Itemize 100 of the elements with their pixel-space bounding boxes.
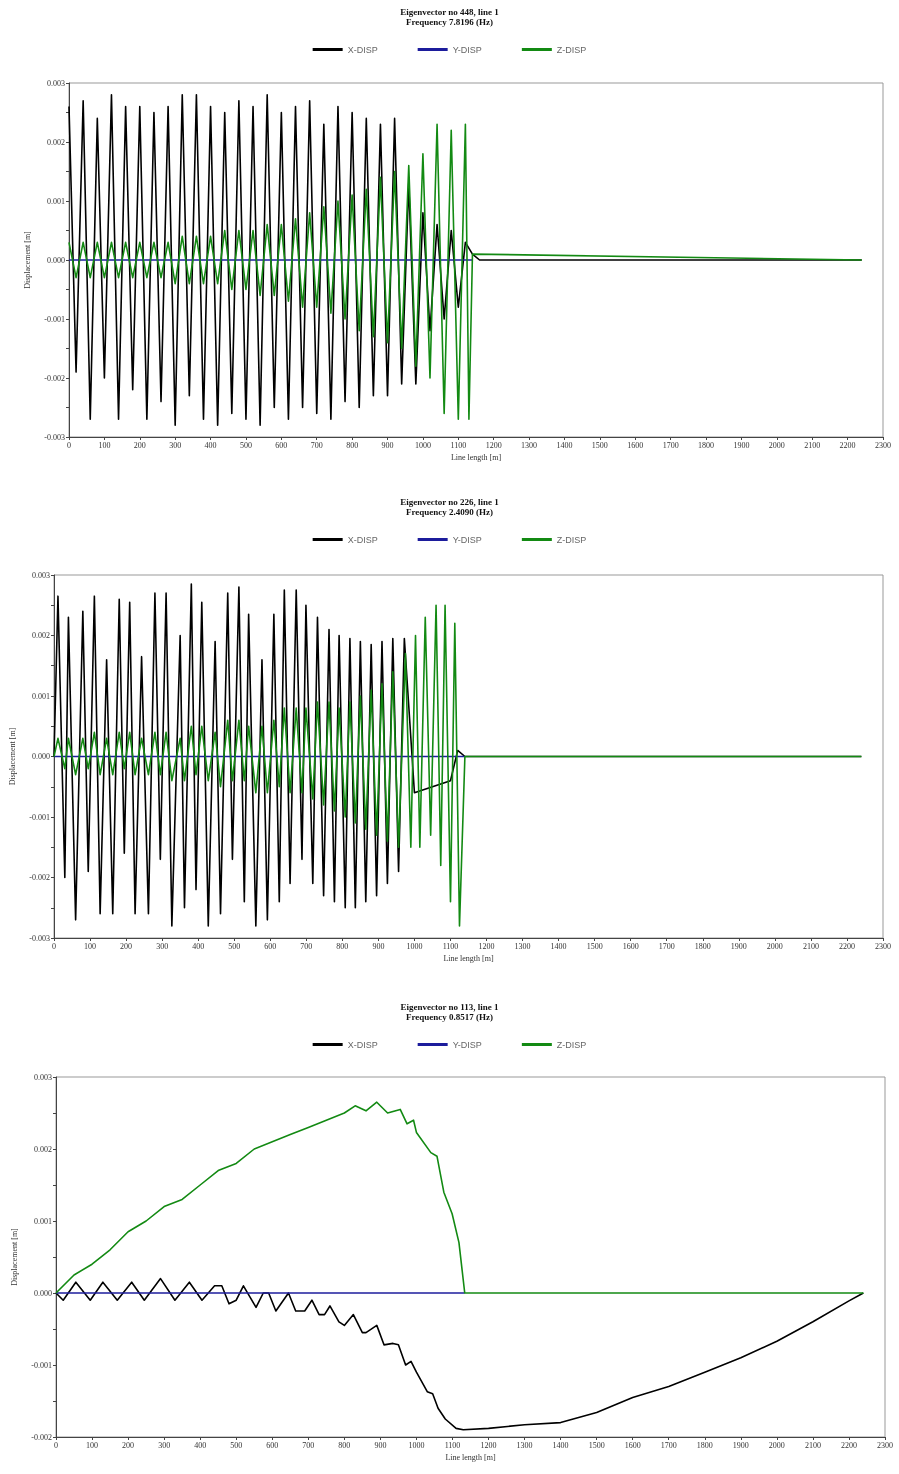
x-tick-label: 2300 bbox=[875, 440, 891, 450]
x-tick-label: 700 bbox=[310, 440, 323, 450]
x-tick-label: 1500 bbox=[588, 1440, 605, 1450]
x-tick-label: 1300 bbox=[516, 1440, 533, 1450]
x-tick-label: 1200 bbox=[485, 440, 502, 450]
y-tick-label: 0.002 bbox=[32, 631, 50, 640]
x-tick-label: 1000 bbox=[406, 941, 423, 951]
chart-subtitle: Frequency 2.4090 (Hz) bbox=[405, 506, 494, 517]
x-tick-label: 2000 bbox=[768, 440, 785, 450]
x-tick-label: 1800 bbox=[694, 941, 711, 951]
y-tick-label: 0.001 bbox=[32, 691, 50, 701]
x-tick-label: 400 bbox=[204, 440, 217, 450]
x-tick-label: 200 bbox=[120, 941, 133, 951]
x-tick-label: 1600 bbox=[624, 1440, 641, 1450]
y-tick-label: 0.003 bbox=[34, 1072, 52, 1082]
x-tick-label: 2000 bbox=[768, 1440, 785, 1450]
y-tick-label: 0.003 bbox=[47, 78, 65, 88]
x-tick-label: 2100 bbox=[802, 941, 819, 951]
y-tick-label: -0.001 bbox=[29, 812, 50, 822]
x-tick-label: 700 bbox=[300, 941, 313, 951]
x-axis-title: Line length [m] bbox=[443, 954, 494, 964]
x-tick-label: 2300 bbox=[875, 941, 891, 951]
x-tick-label: 1400 bbox=[552, 1440, 569, 1450]
legend-label: Y-DISP bbox=[452, 534, 482, 545]
x-tick-label: 800 bbox=[346, 440, 359, 450]
x-tick-label: 1500 bbox=[591, 440, 608, 450]
y-axis-title: Displacement [m] bbox=[7, 727, 17, 786]
y-tick-label: 0.000 bbox=[34, 1288, 52, 1298]
line-series bbox=[55, 1277, 865, 1431]
x-tick-label: 2200 bbox=[839, 440, 856, 450]
x-tick-label: 1000 bbox=[414, 440, 431, 450]
x-tick-label: 400 bbox=[194, 1440, 207, 1450]
x-tick-label: 600 bbox=[264, 941, 277, 951]
y-tick-label: -0.001 bbox=[31, 1360, 52, 1370]
x-tick-label: 1500 bbox=[586, 941, 603, 951]
x-tick-label: 1100 bbox=[442, 941, 459, 951]
y-axis-title: Displacement [m] bbox=[9, 1227, 19, 1286]
y-tick-label: 0.001 bbox=[47, 196, 65, 206]
x-tick-label: 900 bbox=[372, 941, 385, 951]
x-tick-label: 2100 bbox=[804, 1440, 821, 1450]
x-tick-label: 2100 bbox=[804, 440, 821, 450]
x-tick-label: 1700 bbox=[658, 941, 675, 951]
chart-title: Eigenvector no 448, line 1 bbox=[400, 6, 500, 17]
x-tick-label: 1900 bbox=[730, 941, 747, 951]
y-axis-title: Displacement [m] bbox=[22, 230, 32, 289]
legend-label: Z-DISP bbox=[556, 1039, 587, 1050]
x-tick-label: 500 bbox=[228, 941, 241, 951]
y-tick-label: 0.002 bbox=[34, 1144, 52, 1154]
legend-label: Y-DISP bbox=[452, 1039, 482, 1050]
x-tick-label: 1900 bbox=[732, 1440, 749, 1450]
x-tick-label: 500 bbox=[230, 1440, 243, 1450]
x-tick-label: 1000 bbox=[408, 1440, 425, 1450]
chart-title: Eigenvector no 226, line 1 bbox=[400, 496, 500, 507]
x-tick-label: 0 bbox=[52, 941, 56, 951]
y-tick-label: 0.000 bbox=[47, 255, 65, 265]
x-tick-label: 1700 bbox=[660, 1440, 677, 1450]
x-tick-label: 0 bbox=[67, 440, 71, 450]
x-tick-label: 300 bbox=[156, 941, 169, 951]
x-tick-label: 600 bbox=[275, 440, 288, 450]
x-tick-label: 100 bbox=[98, 440, 111, 450]
x-tick-label: 800 bbox=[336, 941, 349, 951]
x-tick-label: 1800 bbox=[696, 1440, 713, 1450]
x-tick-label: 1200 bbox=[478, 941, 495, 951]
legend-label: X-DISP bbox=[347, 534, 378, 545]
x-tick-label: 1200 bbox=[480, 1440, 497, 1450]
x-tick-label: 1100 bbox=[450, 440, 467, 450]
x-tick-label: 900 bbox=[381, 440, 394, 450]
legend-label: Y-DISP bbox=[452, 44, 482, 55]
x-tick-label: 1300 bbox=[514, 941, 531, 951]
x-tick-label: 1300 bbox=[521, 440, 538, 450]
y-tick-label: -0.002 bbox=[29, 873, 50, 882]
chart-subtitle: Frequency 7.8196 (Hz) bbox=[405, 16, 494, 27]
x-tick-label: 700 bbox=[302, 1440, 315, 1450]
x-tick-label: 1700 bbox=[662, 440, 679, 450]
y-tick-label: 0.002 bbox=[47, 137, 65, 147]
x-axis-title: Line length [m] bbox=[450, 453, 502, 463]
x-tick-label: 2200 bbox=[838, 941, 855, 951]
x-tick-label: 2200 bbox=[840, 1440, 857, 1450]
x-tick-label: 0 bbox=[54, 1440, 58, 1450]
legend-label: X-DISP bbox=[347, 1039, 378, 1050]
x-tick-label: 1400 bbox=[556, 440, 573, 450]
x-tick-label: 400 bbox=[192, 941, 205, 951]
x-tick-label: 600 bbox=[266, 1440, 279, 1450]
x-tick-label: 1900 bbox=[733, 440, 750, 450]
x-tick-label: 500 bbox=[239, 440, 252, 450]
x-tick-label: 1100 bbox=[444, 1440, 461, 1450]
x-tick-label: 2000 bbox=[766, 941, 783, 951]
x-tick-label: 800 bbox=[338, 1440, 351, 1450]
y-tick-label: 0.003 bbox=[32, 570, 50, 580]
x-tick-label: 300 bbox=[158, 1440, 171, 1450]
x-tick-label: 200 bbox=[122, 1440, 135, 1450]
x-tick-label: 1800 bbox=[698, 440, 715, 450]
y-tick-label: -0.001 bbox=[44, 314, 65, 324]
y-tick-label: -0.003 bbox=[29, 933, 50, 943]
x-tick-label: 200 bbox=[133, 440, 146, 450]
y-tick-label: -0.002 bbox=[31, 1432, 52, 1442]
x-tick-label: 1600 bbox=[622, 941, 639, 951]
y-tick-label: -0.002 bbox=[44, 373, 65, 383]
legend-label: X-DISP bbox=[347, 44, 378, 55]
x-tick-label: 100 bbox=[84, 941, 97, 951]
